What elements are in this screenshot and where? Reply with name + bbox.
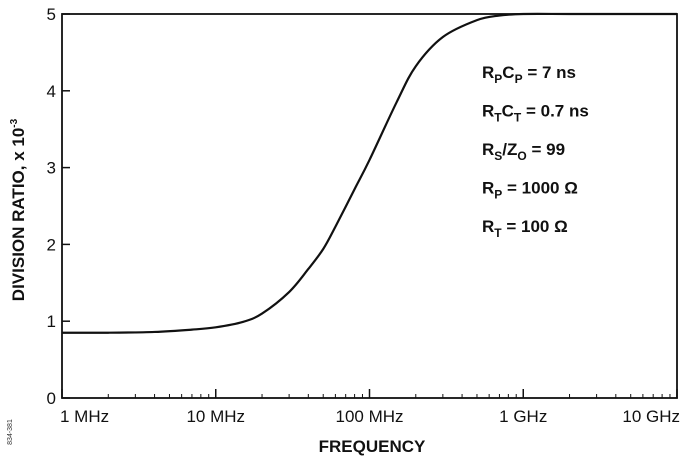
y-tick-label: 4	[47, 82, 56, 101]
annotation-subscript: S	[494, 149, 502, 163]
annotation-line: RP = 1000 Ω	[482, 179, 578, 202]
y-axis-title: DIVISION RATIO, x 10-3	[9, 118, 28, 301]
annotation-text: /Z	[502, 140, 517, 159]
annotation-subscript: T	[494, 111, 502, 125]
y-axis-ticks: 0 1 2 3 4 5	[47, 5, 70, 408]
y-tick-label: 5	[47, 5, 56, 24]
annotation-line: RTCT = 0.7 ns	[482, 102, 589, 125]
annotation-text: R	[482, 140, 494, 159]
x-axis-ticks: 1 MHz 10 MHz 100 MHz 1 GHz 10 GHz	[60, 389, 680, 426]
annotation-text: R	[482, 63, 494, 82]
annotation-text: R	[482, 102, 494, 121]
x-axis-title: FREQUENCY	[319, 437, 426, 456]
y-tick-label: 2	[47, 235, 56, 254]
x-tick-label: 1 GHz	[499, 407, 547, 426]
annotation-line: RT = 100 Ω	[482, 217, 568, 240]
x-tick-label: 10 MHz	[186, 407, 245, 426]
plot-frame	[61, 13, 678, 399]
annotation-text: R	[482, 217, 494, 236]
y-tick-label: 0	[47, 389, 56, 408]
annotation-text: C	[502, 63, 514, 82]
x-tick-label: 10 GHz	[622, 407, 680, 426]
annotation-text: = 0.7 ns	[521, 102, 589, 121]
x-tick-label: 100 MHz	[335, 407, 403, 426]
annotation-subscript: P	[494, 188, 502, 202]
annotation-subscript: P	[494, 72, 502, 86]
x-tick-label: 1 MHz	[60, 407, 109, 426]
figure-id: 834-381	[7, 419, 14, 445]
annotation-text: C	[502, 102, 514, 121]
division-ratio-curve	[61, 12, 677, 334]
annotation-text: = 7 ns	[523, 63, 576, 82]
annotation-subscript: O	[517, 149, 526, 163]
annotation-subscript: T	[514, 111, 522, 125]
y-axis-title-text: DIVISION RATIO, x 10	[9, 128, 28, 302]
annotation-text: = 1000 Ω	[502, 179, 578, 198]
annotation-text: = 100 Ω	[502, 217, 568, 236]
y-tick-label: 3	[47, 159, 56, 178]
annotation-text: = 99	[527, 140, 565, 159]
y-tick-label: 1	[47, 312, 56, 331]
annotation-subscript: T	[494, 226, 502, 240]
annotation-subscript: P	[515, 72, 523, 86]
annotation-line: RPCP = 7 ns	[482, 63, 576, 86]
annotation-line: RS/ZO = 99	[482, 140, 565, 163]
y-axis-title-exponent: -3	[9, 118, 20, 127]
annotation-text: R	[482, 179, 494, 198]
curve-layer	[61, 12, 677, 334]
